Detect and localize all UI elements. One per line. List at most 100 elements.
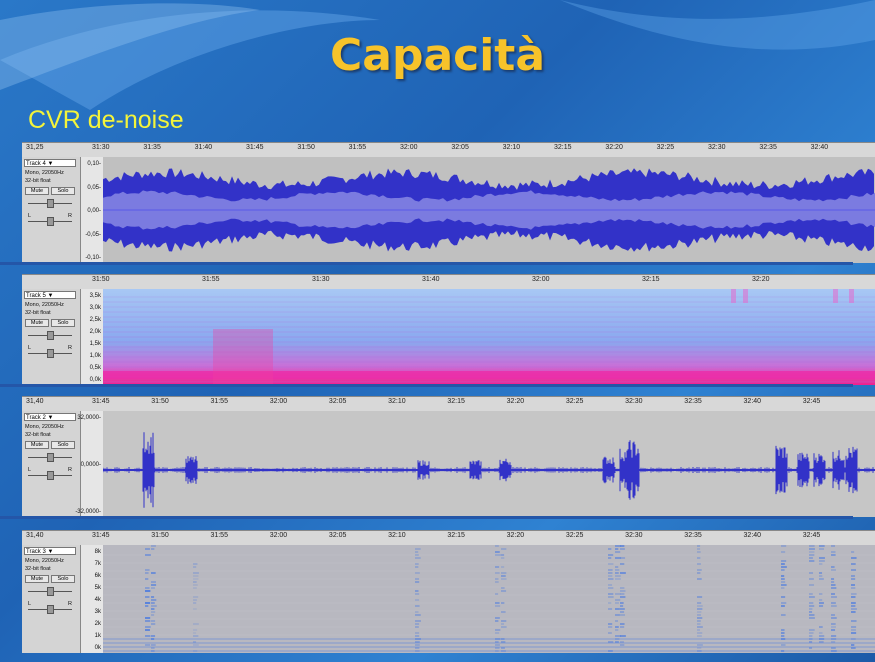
ruler-tick-label: 32:40 [743, 398, 762, 405]
track-control-panel: Track 5 ▼ Mono, 22050Hz 32-bit float Mute So… [22, 289, 81, 385]
ruler-start-label: 31,40 [26, 532, 44, 539]
ruler-tick-label: 31:55 [348, 144, 367, 151]
track-name-dropdown[interactable]: Track 5 ▼ [24, 291, 76, 299]
ruler-tick-label: 32:15 [554, 144, 572, 151]
ruler-tick-label: 31:40 [422, 276, 440, 283]
track-bitdepth-label: 32-bit float [25, 432, 51, 438]
waveform-plot[interactable] [103, 157, 875, 263]
axis-tick-label: 0,05- [87, 184, 101, 191]
slider-thumb[interactable] [47, 453, 54, 462]
ruler-tick-label: 32:00 [400, 144, 418, 151]
ruler-tick-label: 32:30 [708, 144, 726, 151]
ruler-tick-label: 32:20 [752, 276, 770, 283]
audio-track-panel-2: 31:50 31:55 31:30 31:40 32:00 32:15 32:20 Trac… [22, 274, 875, 385]
spectrogram-plot[interactable] [103, 545, 875, 653]
ruler-tick-label: 31:50 [151, 532, 169, 539]
axis-tick-label: 3k [94, 609, 101, 615]
ruler-start-label: 31,40 [26, 398, 44, 405]
slider-thumb[interactable] [47, 471, 54, 480]
ruler-tick-label: 32:00 [269, 532, 288, 539]
track-name-dropdown[interactable]: Track 4 ▼ [24, 159, 76, 167]
ruler-tick-label: 31:30 [92, 144, 110, 151]
ruler-tick-label: 32:25 [565, 532, 584, 539]
pan-left-label: L [28, 467, 32, 473]
solo-button[interactable]: Solo [51, 187, 75, 195]
ruler-tick-label: 32:10 [388, 532, 406, 539]
axis-tick-label: 1,0k [89, 353, 101, 359]
mute-button[interactable]: Mute [25, 441, 49, 449]
timeline-ruler[interactable]: 31,25 31:30 31:35 31:40 31:45 31:50 31:55 32:00… [22, 143, 875, 158]
slide-title: Capacità [329, 30, 546, 81]
track-bitdepth-label: 32-bit float [25, 310, 51, 316]
axis-tick-label: 0,5k [89, 365, 101, 371]
solo-button[interactable]: Solo [51, 319, 75, 327]
track-name-dropdown[interactable]: Track 3 ▼ [24, 547, 76, 555]
pan-left-label: L [28, 345, 32, 351]
audio-track-panel-3: 31,40 31:45 31:50 31:55 32:00 32:05 32:10 32:15… [22, 396, 875, 517]
slider-thumb[interactable] [47, 349, 54, 358]
axis-tick-label: 0,10- [87, 161, 101, 167]
ruler-tick-label: 32:45 [802, 398, 821, 405]
ruler-tick-label: 32:20 [506, 532, 525, 539]
mute-button[interactable]: Mute [25, 575, 49, 583]
axis-tick-label: 0,0k [89, 377, 101, 383]
ruler-tick-label: 32:05 [328, 398, 347, 405]
ruler-tick-label: 32:30 [625, 532, 643, 539]
ruler-tick-label: 31:45 [92, 398, 110, 405]
pan-right-label: R [68, 345, 72, 351]
track-format-label: Mono, 22050Hz [25, 558, 64, 564]
axis-tick-label: 1,5k [89, 341, 101, 347]
solo-button[interactable]: Solo [51, 575, 75, 583]
ruler-tick-label: 32:35 [684, 532, 702, 539]
ruler-tick-label: 31:50 [92, 276, 110, 283]
spectrogram-plot[interactable] [103, 289, 875, 385]
track-name-dropdown[interactable]: Track 2 ▼ [24, 413, 76, 421]
slider-thumb[interactable] [47, 587, 54, 596]
pan-right-label: R [68, 467, 72, 473]
audio-track-panel-4: 31,40 31:45 31:50 31:55 32:00 32:05 32:10 32:15… [22, 530, 875, 653]
ruler-tick-label: 32:00 [532, 276, 550, 283]
ruler-tick-label: 32:05 [451, 144, 469, 151]
amplitude-axis: 0,10- 0,05- 0,00- -0,05- -0,10- [81, 157, 104, 263]
axis-tick-label: 0,0000- [80, 462, 101, 468]
axis-tick-label: 4k [94, 597, 101, 603]
audio-track-panel-1: 31,25 31:30 31:35 31:40 31:45 31:50 31:55 32:00… [22, 142, 875, 263]
axis-tick-label: 8k [94, 549, 101, 555]
ruler-tick-label: 32:30 [625, 398, 643, 405]
axis-tick-label: -0,05- [85, 231, 101, 238]
ruler-tick-label: 32:10 [502, 144, 521, 151]
axis-tick-label: 2,5k [89, 317, 101, 323]
waveform-plot[interactable] [103, 411, 875, 517]
ruler-tick-label: 31:55 [210, 398, 228, 405]
ruler-tick-label: 32:15 [447, 398, 465, 405]
ruler-tick-label: 32:15 [642, 276, 660, 283]
ruler-tick-label: 31:50 [151, 398, 169, 405]
ruler-tick-label: 32:40 [743, 532, 762, 539]
ruler-tick-label: 32:40 [810, 144, 829, 151]
axis-tick-label: -0,10- [85, 255, 101, 261]
ruler-tick-label: 32:00 [269, 398, 288, 405]
axis-tick-label: 0,00- [87, 208, 101, 214]
mute-button[interactable]: Mute [25, 319, 49, 327]
amplitude-axis: 32,0000- 0,0000- -32,0000- [75, 411, 104, 517]
axis-tick-label: 32,0000- [77, 415, 101, 421]
axis-tick-label: 2,0k [89, 329, 101, 335]
timeline-ruler[interactable]: 31,40 31:45 31:50 31:55 32:00 32:05 32:10 32:15… [22, 397, 875, 412]
track-bitdepth-label: 32-bit float [25, 178, 51, 184]
ruler-tick-label: 32:20 [605, 144, 623, 151]
ruler-tick-label: 31:40 [194, 144, 213, 151]
pan-right-label: R [68, 601, 72, 607]
slider-thumb[interactable] [47, 331, 54, 340]
timeline-ruler[interactable]: 31,40 31:45 31:50 31:55 32:00 32:05 32:10 32:15… [22, 531, 875, 546]
ruler-tick-label: 32:25 [656, 144, 675, 151]
slider-thumb[interactable] [47, 605, 54, 614]
pan-left-label: L [28, 213, 32, 219]
slider-thumb[interactable] [47, 217, 54, 226]
slider-thumb[interactable] [47, 199, 54, 208]
timeline-ruler[interactable]: 31:50 31:55 31:30 31:40 32:00 32:15 32:20 [22, 275, 875, 290]
mute-button[interactable]: Mute [25, 187, 49, 195]
solo-button[interactable]: Solo [51, 441, 75, 449]
ruler-tick-label: 31:45 [246, 144, 264, 151]
ruler-tick-label: 32:05 [328, 532, 347, 539]
ruler-tick-label: 32:35 [759, 144, 777, 151]
